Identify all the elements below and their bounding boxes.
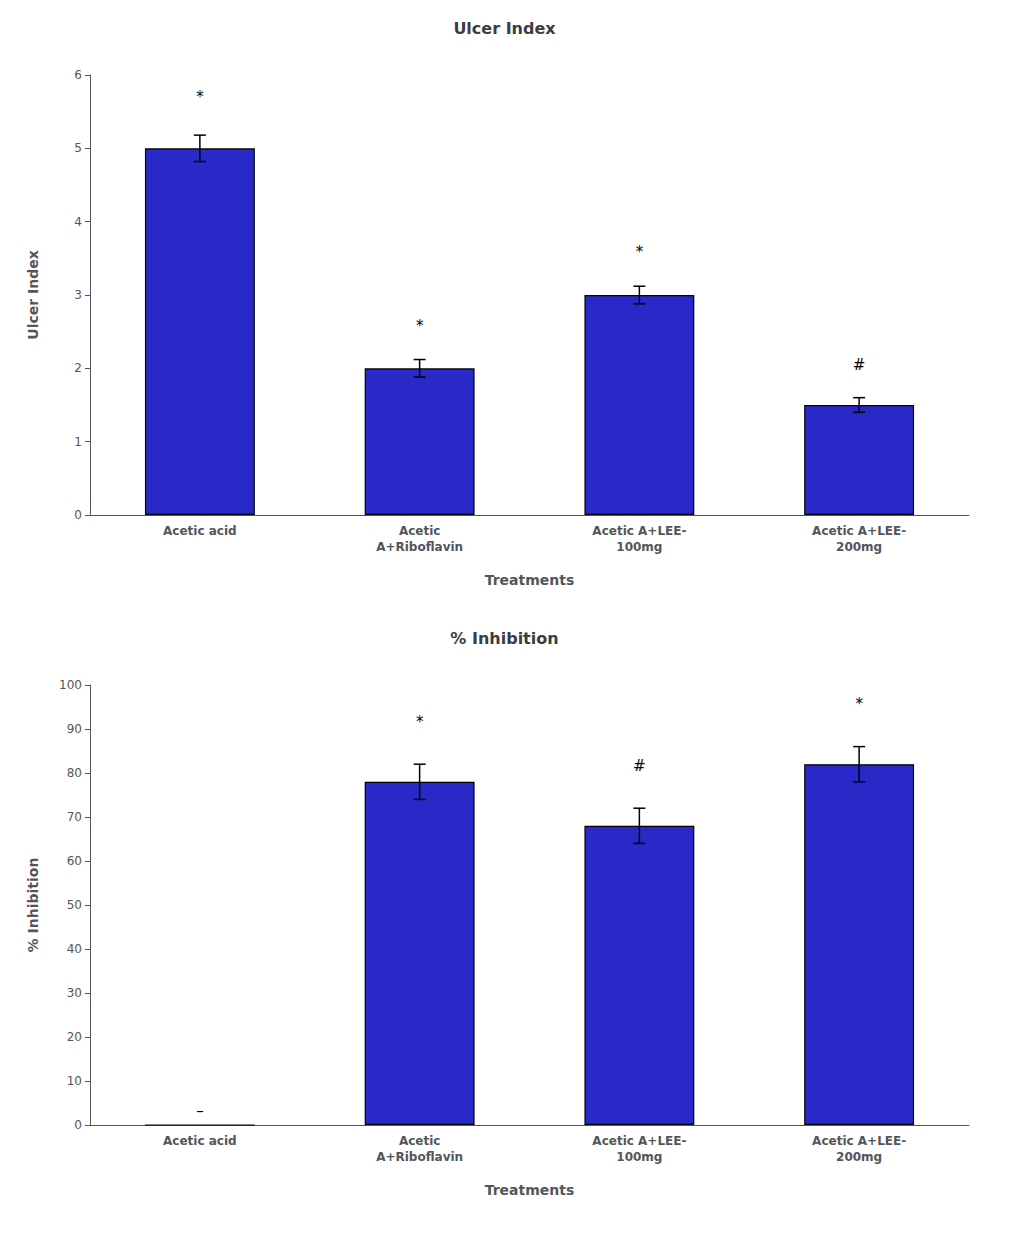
svg-text:3: 3 xyxy=(74,288,82,302)
svg-text:*: * xyxy=(416,713,424,731)
svg-text:30: 30 xyxy=(67,986,82,1000)
svg-text:40: 40 xyxy=(67,942,82,956)
svg-text:Acetic A+LEE-: Acetic A+LEE- xyxy=(592,524,686,538)
svg-text:% Inhibition: % Inhibition xyxy=(25,858,41,953)
svg-text:200mg: 200mg xyxy=(836,1150,882,1164)
svg-text:2: 2 xyxy=(74,361,82,375)
svg-text:Treatments: Treatments xyxy=(485,1182,575,1198)
svg-text:10: 10 xyxy=(67,1074,82,1088)
svg-text:1: 1 xyxy=(74,435,82,449)
svg-text:Treatments: Treatments xyxy=(485,572,575,588)
svg-text:Acetic A+LEE-: Acetic A+LEE- xyxy=(812,524,906,538)
svg-text:Acetic A+LEE-: Acetic A+LEE- xyxy=(592,1134,686,1148)
svg-text:6: 6 xyxy=(74,68,82,82)
svg-text:A+Riboflavin: A+Riboflavin xyxy=(376,1150,463,1164)
svg-text:*: * xyxy=(636,243,644,261)
svg-text:Acetic A+LEE-: Acetic A+LEE- xyxy=(812,1134,906,1148)
svg-text:*: * xyxy=(416,317,424,335)
svg-text:0: 0 xyxy=(74,1118,82,1132)
svg-text:#: # xyxy=(633,757,646,775)
svg-text:*: * xyxy=(196,88,204,106)
svg-text:Acetic acid: Acetic acid xyxy=(163,1134,237,1148)
svg-text:20: 20 xyxy=(67,1030,82,1044)
svg-text:–: – xyxy=(196,1102,204,1120)
svg-text:60: 60 xyxy=(67,854,82,868)
svg-text:Acetic: Acetic xyxy=(399,524,441,538)
svg-text:200mg: 200mg xyxy=(836,540,882,554)
svg-text:*: * xyxy=(855,695,863,713)
svg-text:5: 5 xyxy=(74,141,82,155)
svg-text:80: 80 xyxy=(67,766,82,780)
svg-text:#: # xyxy=(853,356,866,374)
svg-text:% Inhibition: % Inhibition xyxy=(450,629,558,648)
svg-text:Acetic acid: Acetic acid xyxy=(163,524,237,538)
svg-text:Ulcer Index: Ulcer Index xyxy=(25,250,41,339)
svg-text:Ulcer Index: Ulcer Index xyxy=(453,19,556,38)
svg-text:50: 50 xyxy=(67,898,82,912)
svg-text:100: 100 xyxy=(59,678,82,692)
svg-text:100mg: 100mg xyxy=(616,1150,662,1164)
svg-text:70: 70 xyxy=(67,810,82,824)
svg-text:4: 4 xyxy=(74,215,82,229)
svg-text:100mg: 100mg xyxy=(616,540,662,554)
svg-text:Acetic: Acetic xyxy=(399,1134,441,1148)
svg-text:A+Riboflavin: A+Riboflavin xyxy=(376,540,463,554)
svg-text:90: 90 xyxy=(67,722,82,736)
svg-text:0: 0 xyxy=(74,508,82,522)
